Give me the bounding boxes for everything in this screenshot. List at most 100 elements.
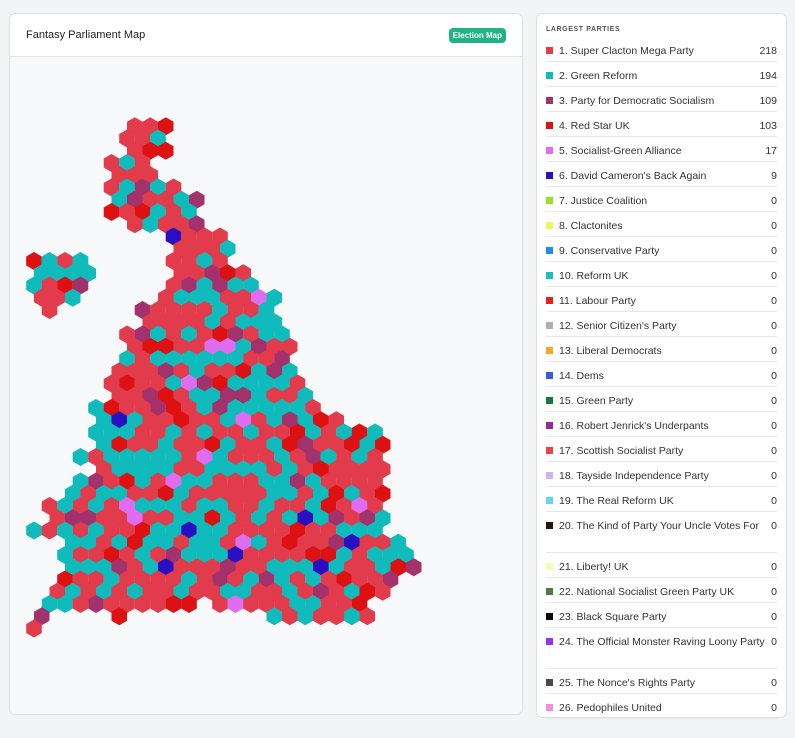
constituency-hex[interactable] <box>344 484 360 503</box>
constituency-hex[interactable] <box>41 521 58 540</box>
constituency-hex[interactable] <box>274 472 290 491</box>
constituency-hex[interactable] <box>212 448 228 466</box>
constituency-hex[interactable] <box>297 484 314 503</box>
constituency-hex[interactable] <box>111 190 128 209</box>
constituency-hex[interactable] <box>220 435 236 454</box>
constituency-hex[interactable] <box>305 399 321 417</box>
party-row[interactable]: 3. Party for Democratic Socialism 109 <box>546 87 777 112</box>
constituency-hex[interactable] <box>282 607 298 626</box>
constituency-hex[interactable] <box>320 472 337 491</box>
constituency-hex[interactable] <box>142 435 159 454</box>
constituency-hex[interactable] <box>150 497 166 515</box>
constituency-hex[interactable] <box>165 423 182 442</box>
constituency-hex[interactable] <box>127 190 143 209</box>
constituency-hex[interactable] <box>227 276 244 295</box>
constituency-hex[interactable] <box>266 288 283 307</box>
constituency-hex[interactable] <box>142 411 159 430</box>
constituency-hex[interactable] <box>282 558 298 577</box>
constituency-hex[interactable] <box>227 374 244 393</box>
constituency-hex[interactable] <box>189 313 205 332</box>
constituency-hex[interactable] <box>80 582 97 601</box>
constituency-hex[interactable] <box>88 448 104 466</box>
constituency-hex[interactable] <box>181 325 197 344</box>
constituency-hex[interactable] <box>196 521 213 540</box>
constituency-hex[interactable] <box>41 252 58 270</box>
constituency-hex[interactable] <box>127 411 143 430</box>
constituency-hex[interactable] <box>258 595 275 613</box>
constituency-hex[interactable] <box>158 435 174 454</box>
constituency-hex[interactable] <box>173 362 190 381</box>
constituency-hex[interactable] <box>196 227 213 246</box>
constituency-hex[interactable] <box>165 350 182 368</box>
constituency-hex[interactable] <box>196 276 213 295</box>
constituency-hex[interactable] <box>235 264 252 283</box>
constituency-hex[interactable] <box>196 350 213 368</box>
constituency-hex[interactable] <box>251 313 267 332</box>
party-row[interactable]: 23. Black Square Party 0 <box>546 603 777 628</box>
constituency-hex[interactable] <box>328 435 345 454</box>
constituency-hex[interactable] <box>181 374 197 393</box>
constituency-hex[interactable] <box>235 337 252 356</box>
constituency-hex[interactable] <box>142 582 159 601</box>
constituency-hex[interactable] <box>103 178 120 197</box>
constituency-hex[interactable] <box>134 399 151 417</box>
constituency-hex[interactable] <box>367 423 383 442</box>
constituency-hex[interactable] <box>351 448 368 466</box>
constituency-hex[interactable] <box>375 533 391 552</box>
constituency-hex[interactable] <box>165 521 182 540</box>
constituency-hex[interactable] <box>227 497 244 515</box>
constituency-hex[interactable] <box>96 558 112 577</box>
constituency-hex[interactable] <box>235 460 252 479</box>
constituency-hex[interactable] <box>134 178 151 197</box>
constituency-hex[interactable] <box>158 411 174 430</box>
constituency-hex[interactable] <box>173 435 190 454</box>
constituency-hex[interactable] <box>328 411 345 430</box>
constituency-hex[interactable] <box>158 288 174 307</box>
constituency-hex[interactable] <box>111 607 128 626</box>
constituency-hex[interactable] <box>111 484 128 503</box>
constituency-hex[interactable] <box>375 582 391 601</box>
constituency-hex[interactable] <box>328 484 345 503</box>
constituency-hex[interactable] <box>243 546 259 564</box>
constituency-hex[interactable] <box>41 301 58 319</box>
party-row[interactable]: 7. Justice Coalition 0 <box>546 187 777 212</box>
constituency-hex[interactable] <box>235 386 252 405</box>
constituency-hex[interactable] <box>80 264 97 283</box>
constituency-hex[interactable] <box>212 521 228 540</box>
constituency-hex[interactable] <box>127 117 143 136</box>
constituency-hex[interactable] <box>173 533 190 552</box>
constituency-hex[interactable] <box>65 558 81 577</box>
constituency-hex[interactable] <box>220 509 236 528</box>
constituency-hex[interactable] <box>375 509 391 528</box>
constituency-hex[interactable] <box>181 203 197 221</box>
constituency-hex[interactable] <box>150 178 166 197</box>
constituency-hex[interactable] <box>158 386 174 405</box>
constituency-hex[interactable] <box>165 178 182 197</box>
constituency-hex[interactable] <box>150 203 166 221</box>
constituency-hex[interactable] <box>127 582 143 601</box>
constituency-hex[interactable] <box>297 607 314 626</box>
party-row[interactable]: 4. Red Star UK 103 <box>546 112 777 137</box>
constituency-hex[interactable] <box>111 509 128 528</box>
constituency-hex[interactable] <box>227 301 244 319</box>
constituency-hex[interactable] <box>258 472 275 491</box>
constituency-hex[interactable] <box>243 570 259 589</box>
constituency-hex[interactable] <box>359 484 376 503</box>
party-row[interactable]: 24. The Official Monster Raving Loony Pa… <box>546 628 777 669</box>
constituency-hex[interactable] <box>367 570 383 589</box>
constituency-hex[interactable] <box>134 472 151 491</box>
constituency-hex[interactable] <box>196 497 213 515</box>
constituency-hex[interactable] <box>103 497 120 515</box>
constituency-hex[interactable] <box>119 521 135 540</box>
constituency-hex[interactable] <box>235 411 252 430</box>
constituency-hex[interactable] <box>328 533 345 552</box>
constituency-hex[interactable] <box>258 570 275 589</box>
constituency-hex[interactable] <box>134 374 151 393</box>
constituency-hex[interactable] <box>181 546 197 564</box>
constituency-hex[interactable] <box>127 484 143 503</box>
constituency-hex[interactable] <box>142 337 159 356</box>
constituency-hex[interactable] <box>34 264 50 283</box>
constituency-hex[interactable] <box>390 533 407 552</box>
constituency-hex[interactable] <box>266 313 283 332</box>
constituency-hex[interactable] <box>251 337 267 356</box>
